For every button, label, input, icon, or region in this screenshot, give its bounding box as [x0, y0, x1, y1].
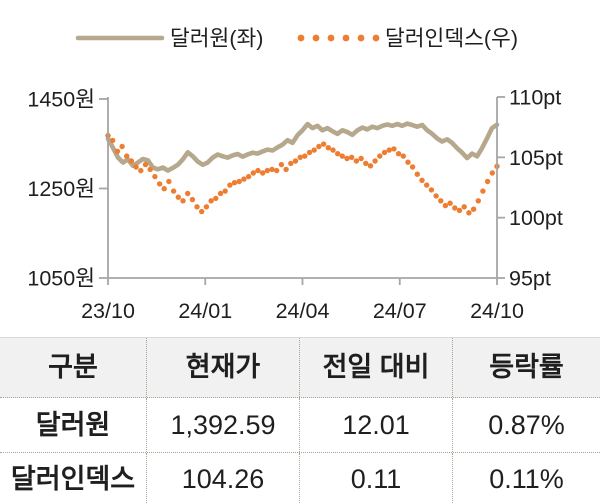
dollar-index-change: 0.11 [300, 453, 453, 504]
dollar-index-current: 104.26 [147, 453, 300, 504]
x-axis-tick-label: 24/01 [178, 299, 232, 323]
col-header-current: 현재가 [147, 338, 300, 397]
axis-labels: 1450원 1250원 1050원 110pt 105pt 100pt 95pt 23/10 2… [27, 86, 562, 324]
right-axis-tick-label: 105pt [509, 146, 563, 170]
legend-dot-marker [357, 34, 365, 42]
dollar-index-pct: 0.11% [489, 463, 564, 494]
legend-label-dollar-index: 달러인덱스(우) [385, 27, 518, 51]
table-row: 달러인덱스 104.26 0.11 0.11% [0, 453, 600, 504]
legend-dot-marker [342, 34, 350, 42]
left-axis-tick-label: 1450원 [27, 88, 95, 112]
left-axis-tick-label: 1050원 [27, 267, 95, 291]
right-axis-tick-label: 100pt [509, 206, 563, 230]
col-header-category: 구분 [0, 338, 147, 397]
col-header-change: 전일 대비 [300, 338, 453, 397]
fx-line-chart: 달러원(좌) 달러인덱스(우)1450원1250원1050원110pt105pt1… [27, 27, 562, 324]
right-axis-tick-label: 110pt [509, 86, 561, 110]
x-axis-tick-label: 24/10 [470, 299, 524, 323]
table-row: 달러원 1,392.59 12.01 0.87% [0, 398, 600, 453]
row-label-dollar-index: 달러인덱스 [0, 453, 147, 504]
dollar-won-pct: 0.87% [488, 409, 565, 440]
x-axis-tick-label: 23/10 [81, 299, 135, 323]
col-header-pct: 등락률 [489, 352, 564, 382]
row-label-dollar-won: 달러원 [0, 398, 147, 452]
x-axis-tick-label: 24/04 [276, 299, 330, 323]
legend-dot-marker [327, 34, 335, 42]
legend-label-dollar-won: 달러원(좌) [170, 27, 263, 51]
chart-legend: 달러원(좌) 달러인덱스(우) [75, 27, 518, 51]
legend-dot-marker [297, 34, 305, 42]
chart-axes [99, 96, 505, 285]
table-header-row: 구분 현재가 전일 대비 등락률 [0, 338, 600, 398]
right-axis-tick-label: 95pt [509, 267, 551, 291]
left-axis-tick-label: 1250원 [27, 177, 95, 201]
x-axis-tick-label: 24/07 [373, 299, 427, 323]
series-dollar-won [105, 121, 500, 173]
legend-dot-marker [312, 34, 320, 42]
dollar-won-current: 1,392.59 [147, 398, 300, 452]
fx-quote-table: 구분 현재가 전일 대비 등락률 달러원 1,392.59 12.01 0.87… [0, 337, 600, 504]
legend-dot-marker [372, 34, 380, 42]
dollar-won-change: 12.01 [300, 398, 453, 452]
series-dollar-index [105, 132, 500, 216]
